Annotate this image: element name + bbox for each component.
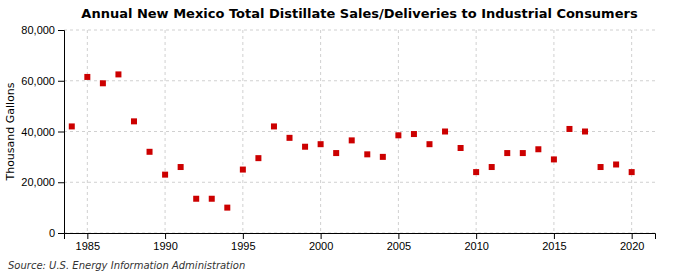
tick-label: 1995 — [231, 240, 255, 252]
grid-line — [553, 30, 554, 233]
point — [224, 205, 230, 211]
point — [473, 169, 479, 175]
tick-mark — [165, 233, 166, 239]
tick: 2020 — [620, 233, 644, 252]
chart: 1985 1990 1995 2000 2005 2010 2015 2020 0 20,000 4… — [0, 0, 675, 275]
tick-label: 1990 — [153, 240, 177, 252]
tick: 0 — [49, 227, 64, 239]
x-axis: 1985 1990 1995 2000 2005 2010 2015 2020 — [65, 233, 656, 252]
points — [69, 71, 635, 210]
point — [489, 164, 495, 170]
point — [613, 161, 619, 167]
tick: 40,000 — [21, 126, 64, 138]
tick: 1990 — [153, 233, 177, 252]
point — [442, 129, 448, 135]
tick: 1995 — [231, 233, 255, 252]
point — [271, 123, 277, 129]
tick: 60,000 — [21, 75, 64, 87]
tick-label: 2015 — [542, 240, 566, 252]
point — [598, 164, 604, 170]
grid-line — [242, 30, 243, 233]
point — [302, 144, 308, 150]
point — [178, 164, 184, 170]
tick-mark — [398, 233, 399, 239]
point — [115, 71, 121, 77]
tick-mark — [87, 233, 88, 239]
tick: 80,000 — [21, 24, 64, 36]
point — [333, 150, 339, 156]
point — [147, 149, 153, 155]
tick-label: 2000 — [309, 240, 333, 252]
tick: 20,000 — [21, 176, 64, 188]
tick-label: 2005 — [387, 240, 411, 252]
y-axis: 0 20,000 40,000 60,000 80,000 — [21, 24, 64, 239]
source: Source: U.S. Energy Information Administ… — [8, 260, 245, 271]
axis-line — [65, 234, 656, 240]
tick-mark — [632, 233, 633, 239]
plot-area: 1985 1990 1995 2000 2005 2010 2015 2020 0 20,000 4… — [21, 24, 655, 252]
point — [535, 146, 541, 152]
point — [426, 141, 432, 147]
point — [551, 156, 557, 162]
tick-mark — [321, 233, 322, 239]
tick-mark — [58, 30, 64, 31]
tick-label: 20,000 — [21, 176, 55, 188]
point — [255, 155, 261, 161]
tick: 2010 — [464, 233, 488, 252]
point — [582, 129, 588, 135]
point — [318, 141, 324, 147]
axis-line — [58, 31, 65, 234]
y-axis-label: Thousand Gallons — [4, 82, 17, 181]
point — [566, 126, 572, 132]
tick-label: 0 — [49, 227, 55, 239]
grid-line — [64, 30, 655, 31]
grid-line — [631, 30, 632, 233]
tick: 2015 — [542, 233, 566, 252]
tick-label: 40,000 — [21, 126, 55, 138]
point — [458, 145, 464, 151]
grid-line — [398, 30, 399, 233]
tick-label: 80,000 — [21, 24, 55, 36]
tick-mark — [476, 233, 477, 239]
point — [209, 196, 215, 202]
point — [395, 132, 401, 138]
tick-label: 2010 — [464, 240, 488, 252]
grid-line — [165, 30, 166, 233]
point — [504, 150, 510, 156]
tick-label: 1985 — [76, 240, 100, 252]
tick-label: 60,000 — [21, 75, 55, 87]
tick-mark — [554, 233, 555, 239]
tick-mark — [243, 233, 244, 239]
tick-mark — [58, 182, 64, 183]
tick-mark — [58, 132, 64, 133]
tick: 1985 — [76, 233, 100, 252]
grid-line — [87, 30, 88, 233]
point — [100, 80, 106, 86]
tick-mark — [58, 81, 64, 82]
point — [193, 196, 199, 202]
point — [380, 154, 386, 160]
point — [364, 151, 370, 157]
point — [162, 172, 168, 178]
point — [349, 137, 355, 143]
tick: 2000 — [309, 233, 333, 252]
title: Annual New Mexico Total Distillate Sales… — [81, 6, 638, 21]
tick-mark — [58, 233, 64, 234]
point — [411, 131, 417, 137]
tick: 2005 — [387, 233, 411, 252]
grid-line — [64, 80, 655, 81]
point — [520, 150, 526, 156]
point — [84, 74, 90, 80]
point — [240, 167, 246, 173]
grid-line — [320, 30, 321, 233]
point — [629, 169, 635, 175]
grid-line — [64, 182, 655, 183]
tick-label: 2020 — [620, 240, 644, 252]
grid — [64, 30, 655, 233]
point — [69, 123, 75, 129]
point — [287, 135, 293, 141]
grid-line — [64, 131, 655, 132]
point — [131, 118, 137, 124]
grid-line — [476, 30, 477, 233]
